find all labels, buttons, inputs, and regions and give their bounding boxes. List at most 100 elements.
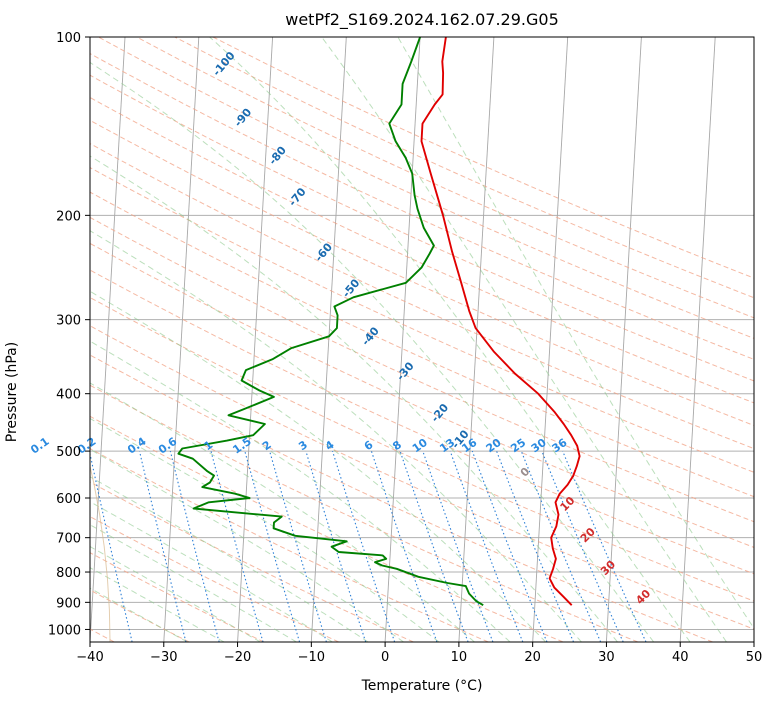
isotherm-line [605,37,642,642]
reference-curve [0,135,60,642]
mixing-ratio-line [269,450,327,642]
dry-adiabat [90,166,754,473]
y-tick-label: 700 [56,532,81,547]
dry-adiabat [98,37,754,339]
mixing-ratio-line [541,450,624,642]
dewpoint-profile-line [177,37,484,607]
reference-curve [90,464,111,642]
moist-adiabat [90,545,261,642]
moist-adiabat [90,476,369,642]
temperature-line-label: -20 [428,401,451,425]
moist-adiabat [90,155,618,642]
isotherm-line [16,37,51,642]
moist-adiabat [90,61,655,642]
y-tick-label: 300 [56,314,81,329]
moist-adiabat [321,37,727,642]
isotherm-line [679,37,716,642]
x-tick-label: 40 [672,650,689,665]
dry-adiabat [0,37,39,642]
mixing-ratio-label: 0.1 [28,435,51,457]
mixing-ratio-line [244,450,301,642]
mixing-ratio-label: 0.6 [156,435,180,457]
dry-adiabat [90,325,754,630]
moist-adiabat [90,524,297,642]
mixing-ratio-label: 0.4 [125,435,149,457]
dry-adiabat [90,552,265,642]
x-tick-label: 30 [598,650,615,665]
moist-adiabat [90,501,333,642]
temperature-line-label: -80 [266,144,289,168]
mixing-ratio-line [520,450,602,642]
temperature-line-label: -100 [210,49,238,79]
plot-area: 0.1 0.2 0.4 0.6 1 1.5 2 3 4 6 8 10 13 16 20 25 30 36-100-… [0,36,755,643]
mixing-ratio-label: 36 [550,436,570,456]
moist-adiabat [90,587,188,642]
isotherm-line [384,37,421,642]
dry-adiabat [90,354,713,642]
mixing-ratio-label: 25 [508,436,528,455]
temperature-line-label: -30 [394,359,417,383]
chart-title: wetPf2_S169.2024.162.07.29.G05 [285,10,559,29]
x-tick-label: 20 [524,650,541,665]
moist-adiabat-label: 40 [633,587,653,607]
x-tick-label: 0 [381,650,389,665]
mixing-ratio-line [370,450,438,642]
mixing-ratio-line [169,450,220,642]
moist-adiabat [90,340,511,642]
y-tick-label: 100 [56,31,81,46]
dry-adiabat [90,269,754,575]
dry-adiabat [90,143,754,450]
temperature-profile-line [420,37,581,606]
dry-adiabat [90,415,564,642]
mixing-ratio-line [331,450,396,642]
dry-adiabat [90,119,754,427]
dry-adiabat [90,52,754,360]
dry-adiabat [90,191,754,498]
mixing-ratio-line [449,450,524,642]
x-tick-label: −10 [298,650,325,665]
isotherm-line [753,634,754,642]
dry-adiabat [90,448,489,642]
moist-adiabat-label: 0 [518,465,533,480]
moist-adiabat [209,37,691,642]
isotherm-line [90,37,126,642]
y-tick-label: 500 [56,445,81,460]
mixing-ratio-line [471,450,548,642]
y-tick-label: 1000 [48,623,81,638]
moist-adiabat-label: 30 [598,558,618,578]
dry-adiabat [90,74,754,382]
mixing-ratio-line [90,451,133,642]
dry-adiabat [90,216,754,523]
x-tick-label: −40 [76,650,103,665]
moist-adiabat [90,382,475,642]
moist-adiabat [397,37,754,630]
y-tick-label: 600 [56,492,81,507]
y-tick-label: 800 [56,566,81,581]
reference-curve [0,226,20,642]
mixing-ratio-label: 10 [410,436,430,456]
moist-adiabat [90,567,225,642]
isotherm-line [237,37,274,642]
temperature-line-label: -40 [359,324,382,348]
moist-adiabat-label: 10 [558,494,578,514]
moist-adiabat [90,448,404,642]
y-tick-label: 200 [56,209,81,224]
dry-adiabat [136,37,754,319]
isotherm-line [532,37,569,642]
mixing-ratio-line [305,450,367,642]
dry-adiabat [90,589,190,642]
dry-adiabat [90,481,414,642]
mixing-ratio-line [496,450,575,642]
dry-adiabat [174,37,754,299]
y-tick-label: 400 [56,388,81,403]
dry-adiabat [90,628,115,642]
mixing-ratio-line [138,450,187,642]
mixing-ratio-line [210,450,264,642]
x-axis-label: Temperature (°C) [361,678,483,694]
plot-frame [89,36,755,643]
mixing-ratio-line [562,450,647,642]
x-tick-label: 50 [746,650,763,665]
x-tick-label: −20 [224,650,251,665]
mixing-ratio-label: 30 [529,436,549,456]
